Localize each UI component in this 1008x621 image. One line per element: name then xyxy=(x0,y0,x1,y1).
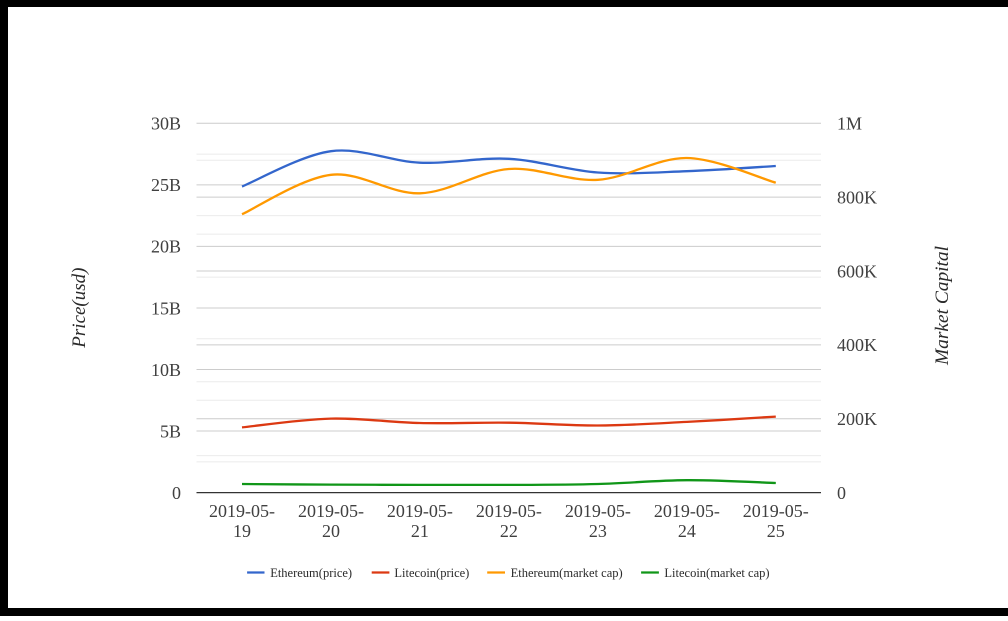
svg-text:2019-05-: 2019-05- xyxy=(387,501,453,521)
svg-text:20B: 20B xyxy=(151,237,181,257)
svg-text:2019-05-: 2019-05- xyxy=(743,501,809,521)
svg-text:Market Capital: Market Capital xyxy=(932,246,953,366)
svg-text:Ethereum(market cap): Ethereum(market cap) xyxy=(511,566,623,580)
svg-text:400K: 400K xyxy=(837,335,877,355)
svg-text:2019-05-: 2019-05- xyxy=(565,501,631,521)
svg-text:Litecoin(market cap): Litecoin(market cap) xyxy=(664,566,769,580)
svg-text:Ethereum(price): Ethereum(price) xyxy=(270,566,352,580)
svg-text:5B: 5B xyxy=(160,421,181,441)
svg-text:25B: 25B xyxy=(151,175,181,195)
svg-text:25: 25 xyxy=(767,521,785,541)
svg-text:22: 22 xyxy=(500,521,518,541)
svg-text:Price(usd): Price(usd) xyxy=(69,267,90,348)
svg-text:2019-05-: 2019-05- xyxy=(298,501,364,521)
svg-text:200K: 200K xyxy=(837,409,877,429)
svg-text:600K: 600K xyxy=(837,261,877,281)
svg-text:10B: 10B xyxy=(151,360,181,380)
svg-text:30B: 30B xyxy=(151,114,181,134)
svg-text:21: 21 xyxy=(411,521,429,541)
svg-text:Litecoin(price): Litecoin(price) xyxy=(394,566,469,580)
svg-text:15B: 15B xyxy=(151,298,181,318)
svg-text:2019-05-: 2019-05- xyxy=(209,501,275,521)
svg-text:24: 24 xyxy=(678,521,696,541)
svg-text:19: 19 xyxy=(233,521,251,541)
svg-text:800K: 800K xyxy=(837,187,877,207)
svg-text:23: 23 xyxy=(589,521,607,541)
svg-text:1M: 1M xyxy=(837,114,862,134)
svg-text:0: 0 xyxy=(837,483,846,503)
svg-text:2019-05-: 2019-05- xyxy=(476,501,542,521)
svg-text:20: 20 xyxy=(322,521,340,541)
svg-text:2019-05-: 2019-05- xyxy=(654,501,720,521)
svg-text:0: 0 xyxy=(172,483,181,503)
